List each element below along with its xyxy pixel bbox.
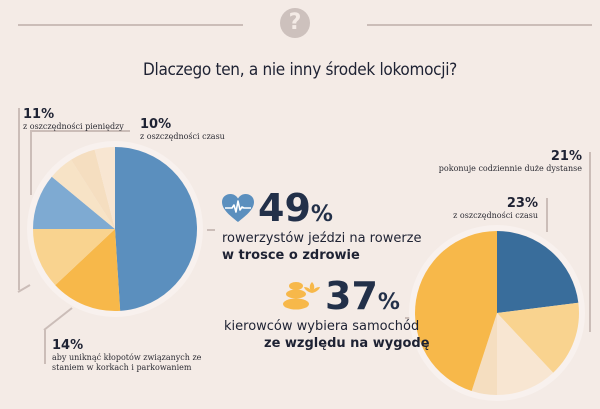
callout-distance: 21% pokonuje codziennie duże dystanse [439,150,582,174]
connector-line [589,152,591,332]
page-title: Dlaczego ten, a nie inny środek lokomocj… [143,60,457,80]
callout-percent: 10% [140,117,172,132]
pie-slice [33,229,115,286]
pie-slice [497,313,554,395]
callout-text: staniem w korkach i parkowaniem [52,363,192,372]
cyclists-stat: 49% [258,188,333,235]
connector-line [405,317,413,319]
drivers-caption-line1: kierowców wybiera samochód [224,319,420,334]
connector-line [17,284,31,293]
drivers-caption-line2: ze względu na wygodę [264,336,430,351]
callout-time-drivers: 23% z oszczędności czasu [453,197,538,221]
percent-sign: % [377,290,400,315]
connector-line [30,130,130,132]
pie-slice [33,176,115,229]
pie-slice [415,231,497,391]
header-divider-right [367,24,592,26]
cyclists-caption: rowerzystów jeździ na rowerze w trosce o… [222,230,422,264]
pie-slice [497,231,579,313]
pie-slice [51,159,115,229]
connector-line [546,198,548,232]
callout-text: z oszczędności pieniędzy [23,122,124,131]
pie-slice [55,229,121,311]
stones-spa-icon [282,280,322,310]
connector-line [30,130,32,195]
pie-slice [71,149,115,229]
callout-traffic: 14% aby uniknąć kłopotów związanych ze s… [52,339,201,373]
callout-text: z oszczędności czasu [140,132,225,141]
pie-left [33,147,197,311]
callout-text: pokonuje codziennie duże dystanse [438,164,582,173]
heart-pulse-icon [221,193,255,223]
callout-percent: 11% [23,107,55,122]
cyclists-percent: 49 [258,186,311,230]
cyclists-caption-line1: rowerzystów jeździ na rowerze [222,231,422,246]
percent-sign: % [310,202,333,227]
drivers-percent: 37 [325,274,378,318]
pie-slice [471,313,497,395]
drivers-caption: kierowców wybiera samochód ze względu na… [224,318,430,352]
callout-percent: 21% [550,149,582,164]
callout-time: 10% z oszczędności czasu [140,118,225,142]
header-divider-left [18,24,243,26]
connector-line [207,229,215,231]
callout-percent: 23% [506,196,538,211]
drivers-stat: 37% [325,276,400,323]
pie-right [415,231,579,395]
question-mark-icon: ? [280,8,310,38]
connector-line [18,108,20,290]
callout-percent: 14% [52,338,84,353]
callout-money: 11% z oszczędności pieniędzy [23,108,124,132]
pie-slice [497,302,579,373]
callout-text: aby uniknąć kłopotów związanych ze [52,353,202,362]
connector-line [44,330,46,364]
cyclists-caption-line2: w trosce o zdrowie [222,248,360,263]
pie-slice [94,147,115,229]
callout-text: z oszczędności czasu [453,211,538,220]
connector-line [43,307,73,331]
pie-slice [115,147,197,311]
